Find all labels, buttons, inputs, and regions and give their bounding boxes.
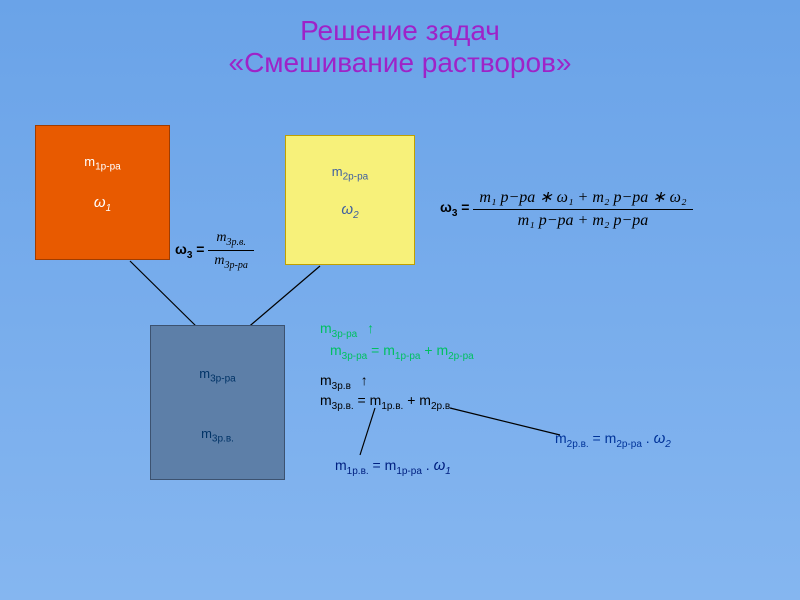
formula-m3-sub-sum: m3р.в. = m1р.в. + m2р.в. xyxy=(320,392,453,412)
solution-box-2: m2р-ра ω2 xyxy=(285,135,415,265)
omega3-small-formula: ω3 = m3р.в. m3р-ра xyxy=(175,228,254,273)
box1-omega-label: ω1 xyxy=(36,194,169,214)
page-title: Решение задач «Смешивание растворов» xyxy=(0,15,800,79)
omega3-main-formula: ω3 = m₁ р−ра ∗ ω₁ + m₂ р−ра ∗ ω₂ m₁ р−ра… xyxy=(440,185,693,232)
box1-mass-label: m1р-ра xyxy=(36,154,169,173)
formula-m2-substance: m2р.в. = m2р-ра . ω2 xyxy=(555,430,671,450)
title-line-2: «Смешивание растворов» xyxy=(0,47,800,79)
formula-m3-sub-arrow: m3р.в ↑ xyxy=(320,372,368,392)
solution-box-1: m1р-ра ω1 xyxy=(35,125,170,260)
box3-mass-sub-label: m3р.в. xyxy=(151,426,284,445)
formula-m3-sol-sum: m3р-ра = m1р-ра + m2р-ра xyxy=(330,342,474,362)
box2-mass-label: m2р-ра xyxy=(286,164,414,183)
formula-m3-sol-arrow: m3р-ра ↑ xyxy=(320,320,374,340)
box2-omega-label: ω2 xyxy=(286,201,414,221)
background xyxy=(0,0,800,600)
title-line-1: Решение задач xyxy=(300,15,500,46)
result-box-3: m3р-ра m3р.в. xyxy=(150,325,285,480)
box3-mass-sol-label: m3р-ра xyxy=(151,366,284,385)
formula-m1-substance: m1р.в. = m1р-ра . ω1 xyxy=(335,457,451,477)
